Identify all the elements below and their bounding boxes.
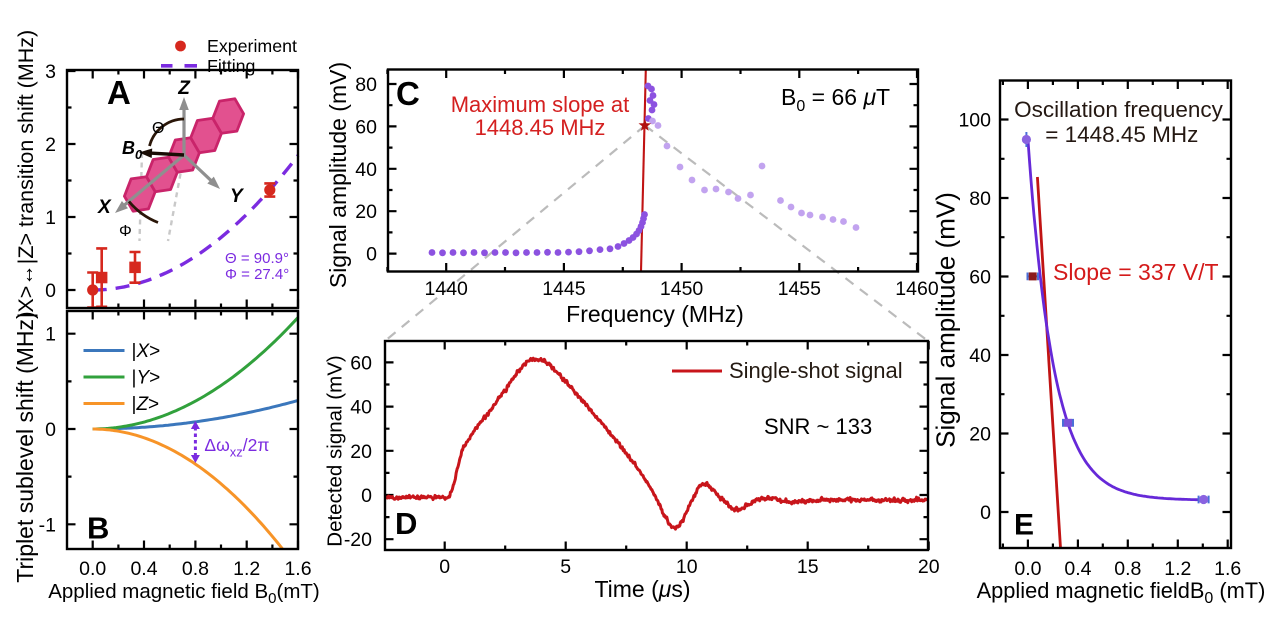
svg-text:0: 0 bbox=[366, 244, 377, 266]
svg-text:1450: 1450 bbox=[660, 278, 704, 300]
svg-text:1.2: 1.2 bbox=[1164, 558, 1191, 580]
svg-text:3: 3 bbox=[45, 61, 56, 83]
svg-text:Single-shot signal: Single-shot signal bbox=[729, 358, 903, 383]
svg-text:40: 40 bbox=[355, 159, 377, 181]
svg-text:100: 100 bbox=[958, 110, 991, 132]
svg-text:Signal amplitude (mV): Signal amplitude (mV) bbox=[325, 62, 351, 288]
svg-text:|X>: |X> bbox=[132, 341, 161, 362]
svg-text:1445: 1445 bbox=[542, 278, 586, 300]
svg-text:Applied magnetic fieldB0 (mT): Applied magnetic fieldB0 (mT) bbox=[977, 578, 1266, 607]
svg-text:Applied magnetic field B0(mT): Applied magnetic field B0(mT) bbox=[48, 580, 320, 607]
svg-text:0.8: 0.8 bbox=[1114, 558, 1141, 580]
svg-text:Fitting: Fitting bbox=[207, 56, 255, 76]
svg-text:0: 0 bbox=[439, 556, 450, 578]
svg-text:60: 60 bbox=[350, 352, 372, 374]
svg-text:80: 80 bbox=[969, 188, 991, 210]
svg-text:|Z>: |Z> bbox=[132, 394, 160, 415]
svg-text:2: 2 bbox=[45, 134, 56, 156]
svg-text:0.0: 0.0 bbox=[1014, 558, 1041, 580]
svg-text:0: 0 bbox=[45, 280, 56, 302]
svg-text:1460: 1460 bbox=[895, 278, 939, 300]
svg-text:Time (μs): Time (μs) bbox=[594, 576, 690, 602]
svg-text:0: 0 bbox=[980, 502, 991, 524]
svg-text:20: 20 bbox=[918, 556, 940, 578]
svg-text:1448.45 MHz: 1448.45 MHz bbox=[475, 115, 606, 140]
svg-text:SNR ~ 133: SNR ~ 133 bbox=[764, 414, 872, 439]
svg-text:40: 40 bbox=[969, 345, 991, 367]
svg-text:|X>↔|Z> transition shift (MHz: |X>↔|Z> transition shift (MHz) bbox=[14, 30, 38, 318]
svg-text:1: 1 bbox=[45, 207, 56, 229]
svg-text:C: C bbox=[396, 75, 420, 112]
svg-text:Detected signal (mV): Detected signal (mV) bbox=[324, 355, 347, 546]
svg-text:1.6: 1.6 bbox=[1214, 558, 1241, 580]
svg-text:40: 40 bbox=[350, 397, 372, 419]
svg-text:1.2: 1.2 bbox=[233, 558, 260, 580]
svg-text:60: 60 bbox=[355, 116, 377, 138]
svg-text:Maximum slope at: Maximum slope at bbox=[451, 92, 630, 117]
svg-text:A: A bbox=[107, 74, 131, 111]
svg-text:Experiment: Experiment bbox=[207, 36, 297, 56]
svg-text:Triplet sublevel shift (MHz): Triplet sublevel shift (MHz) bbox=[12, 311, 38, 582]
svg-text:Z: Z bbox=[177, 78, 191, 99]
svg-text:1.6: 1.6 bbox=[284, 558, 311, 580]
svg-text:|Y>: |Y> bbox=[132, 368, 161, 389]
svg-text:B: B bbox=[87, 511, 109, 546]
svg-text:5: 5 bbox=[560, 556, 571, 578]
svg-text:20: 20 bbox=[350, 441, 372, 463]
svg-text:Θ = 90.9°: Θ = 90.9° bbox=[225, 250, 289, 267]
svg-text:Φ: Φ bbox=[119, 223, 132, 240]
svg-text:1455: 1455 bbox=[778, 278, 822, 300]
svg-text:E: E bbox=[1014, 509, 1034, 542]
svg-text:20: 20 bbox=[355, 201, 377, 223]
svg-text:0.8: 0.8 bbox=[182, 558, 209, 580]
svg-text:10: 10 bbox=[676, 556, 698, 578]
svg-text:Y: Y bbox=[230, 186, 245, 207]
svg-text:-1: -1 bbox=[39, 514, 56, 536]
svg-text:0.4: 0.4 bbox=[130, 558, 157, 580]
svg-text:= 1448.45 MHz: = 1448.45 MHz bbox=[1045, 122, 1198, 147]
svg-text:Φ = 27.4°: Φ = 27.4° bbox=[225, 266, 289, 283]
svg-text:1: 1 bbox=[45, 324, 56, 346]
svg-text:Frequency (MHz): Frequency (MHz) bbox=[566, 301, 744, 327]
svg-text:-20: -20 bbox=[344, 529, 372, 551]
svg-text:Signal amplitude (mV): Signal amplitude (mV) bbox=[931, 192, 961, 448]
svg-text:D: D bbox=[395, 506, 417, 541]
svg-text:0.0: 0.0 bbox=[79, 558, 106, 580]
svg-text:15: 15 bbox=[797, 556, 819, 578]
svg-text:80: 80 bbox=[355, 74, 377, 96]
svg-text:1440: 1440 bbox=[425, 278, 469, 300]
svg-text:60: 60 bbox=[969, 267, 991, 289]
svg-text:X: X bbox=[97, 197, 112, 218]
svg-text:Oscillation frequency: Oscillation frequency bbox=[1014, 97, 1224, 122]
svg-text:0.4: 0.4 bbox=[1064, 558, 1091, 580]
svg-text:Slope = 337 V/T: Slope = 337 V/T bbox=[1053, 259, 1219, 285]
svg-text:0: 0 bbox=[361, 485, 372, 507]
svg-text:Θ: Θ bbox=[152, 120, 164, 137]
svg-text:0: 0 bbox=[45, 419, 56, 441]
svg-text:20: 20 bbox=[969, 424, 991, 446]
